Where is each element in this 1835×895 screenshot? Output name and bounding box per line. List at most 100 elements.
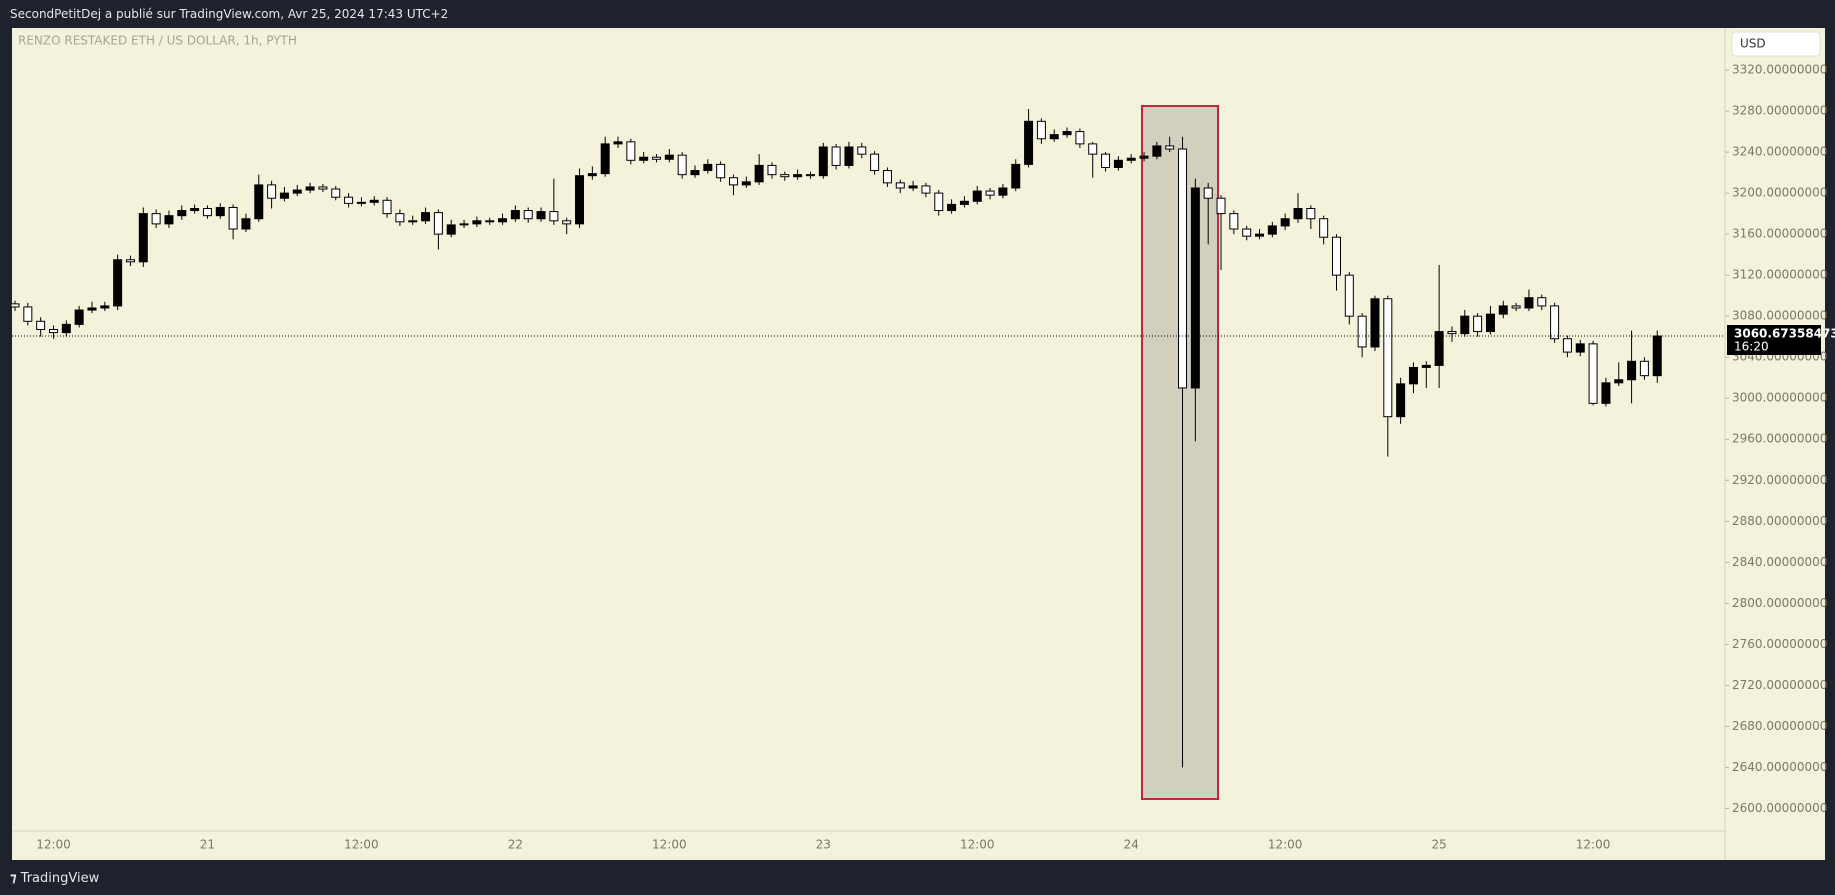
candle-body bbox=[1152, 145, 1162, 157]
y-tick-label: 3240.00000000 bbox=[1732, 145, 1827, 159]
candle-body bbox=[1126, 157, 1136, 161]
candle-body bbox=[382, 199, 392, 215]
candle-body bbox=[202, 207, 212, 217]
x-tick-label: 21 bbox=[200, 838, 215, 852]
x-tick-label: 22 bbox=[508, 838, 523, 852]
y-tick-label: 3160.00000000 bbox=[1732, 227, 1827, 241]
candle-body bbox=[1267, 225, 1277, 235]
candle-body bbox=[1447, 331, 1457, 335]
candle-body bbox=[985, 190, 995, 196]
candle-body bbox=[74, 309, 84, 325]
candle-body bbox=[677, 154, 687, 176]
x-tick-label: 12:00 bbox=[1576, 838, 1611, 852]
candle-body bbox=[23, 306, 33, 322]
candle-body bbox=[421, 212, 431, 222]
candle-body bbox=[190, 207, 200, 212]
y-tick-label: 2680.00000000 bbox=[1732, 719, 1827, 733]
candle-body bbox=[1434, 331, 1444, 366]
candle-body bbox=[1627, 360, 1637, 381]
bottom-bar: ⁊ TradingView bbox=[0, 862, 1835, 895]
candle-body bbox=[575, 175, 585, 225]
candle-body bbox=[1024, 120, 1034, 165]
y-tick-label: 2800.00000000 bbox=[1732, 596, 1827, 610]
candle-body bbox=[1036, 120, 1046, 140]
candle-body bbox=[1280, 218, 1290, 227]
candle-body bbox=[818, 146, 828, 177]
candle-body bbox=[600, 143, 610, 175]
y-tick-label: 3120.00000000 bbox=[1732, 268, 1827, 282]
candle-body bbox=[1511, 305, 1521, 309]
candle-body bbox=[947, 203, 957, 212]
candle-body bbox=[805, 174, 815, 177]
last-price-box bbox=[1727, 324, 1821, 355]
x-tick-label: 25 bbox=[1431, 838, 1446, 852]
candle-body bbox=[1319, 218, 1329, 238]
y-tick-label: 3000.00000000 bbox=[1732, 391, 1827, 405]
candle-body bbox=[241, 218, 251, 230]
candle-body bbox=[344, 196, 354, 204]
candle-body bbox=[113, 259, 123, 307]
candle-body bbox=[1524, 297, 1534, 309]
candle-body bbox=[1421, 364, 1431, 368]
y-tick-label: 2880.00000000 bbox=[1732, 514, 1827, 528]
candle-body bbox=[652, 156, 661, 160]
x-tick-label: 12:00 bbox=[960, 838, 995, 852]
brand: TradingView bbox=[20, 871, 100, 886]
candle-body bbox=[626, 141, 636, 161]
candle-body bbox=[587, 173, 597, 177]
candle-body bbox=[1062, 131, 1072, 136]
candle-body bbox=[716, 163, 726, 179]
candle-body bbox=[1190, 187, 1200, 389]
y-tick-label: 2760.00000000 bbox=[1732, 637, 1827, 651]
candle-body bbox=[408, 220, 418, 223]
candle-body bbox=[87, 307, 97, 311]
candle-body bbox=[10, 303, 20, 308]
candle-body bbox=[254, 184, 264, 220]
candle-body bbox=[279, 192, 289, 199]
candle-body bbox=[921, 185, 931, 194]
candle-body bbox=[690, 170, 700, 176]
candle-body bbox=[562, 220, 572, 225]
candle-body bbox=[1408, 366, 1418, 385]
candle-body bbox=[1049, 134, 1059, 140]
candle-body bbox=[741, 181, 751, 186]
candle-body bbox=[664, 154, 674, 160]
candle-body bbox=[1139, 155, 1149, 159]
candle-body bbox=[780, 174, 790, 178]
candle-body bbox=[1357, 315, 1367, 348]
candle-body bbox=[1473, 315, 1483, 333]
last-price-label: 3060.67358473 bbox=[1734, 326, 1835, 340]
candle-body bbox=[356, 201, 366, 204]
currency-label[interactable]: USD bbox=[1740, 37, 1766, 51]
x-tick-label: 12:00 bbox=[652, 838, 687, 852]
candle-body bbox=[1614, 379, 1624, 384]
countdown-label: 16:20 bbox=[1734, 339, 1769, 353]
candle-body bbox=[1383, 298, 1393, 418]
candle-body bbox=[61, 323, 71, 334]
candle-body bbox=[305, 186, 315, 191]
candle-body bbox=[485, 220, 495, 223]
candle-body bbox=[177, 210, 187, 217]
candle-body bbox=[1575, 343, 1585, 353]
currency-button[interactable] bbox=[1731, 31, 1821, 57]
candle-body bbox=[1485, 313, 1495, 333]
chart-title: RENZO RESTAKED ETH / US DOLLAR, 1h, PYTH bbox=[18, 34, 297, 48]
candle-body bbox=[498, 218, 508, 223]
candle-body bbox=[1601, 382, 1611, 404]
candle-body bbox=[1537, 297, 1547, 307]
candle-body bbox=[639, 156, 649, 161]
chart-background bbox=[12, 28, 1825, 860]
x-tick-label: 23 bbox=[816, 838, 831, 852]
candle-body bbox=[472, 220, 482, 225]
candle-body bbox=[331, 188, 341, 198]
y-tick-label: 2600.00000000 bbox=[1732, 801, 1827, 815]
candle-body bbox=[510, 210, 520, 220]
candle-body bbox=[1306, 207, 1316, 220]
candle-body bbox=[433, 212, 443, 235]
candle-body bbox=[728, 177, 738, 186]
candle-body bbox=[318, 186, 328, 190]
candle-body bbox=[267, 184, 277, 199]
candle-body bbox=[48, 329, 58, 334]
candle-body bbox=[215, 206, 225, 217]
candle-body bbox=[998, 187, 1008, 196]
